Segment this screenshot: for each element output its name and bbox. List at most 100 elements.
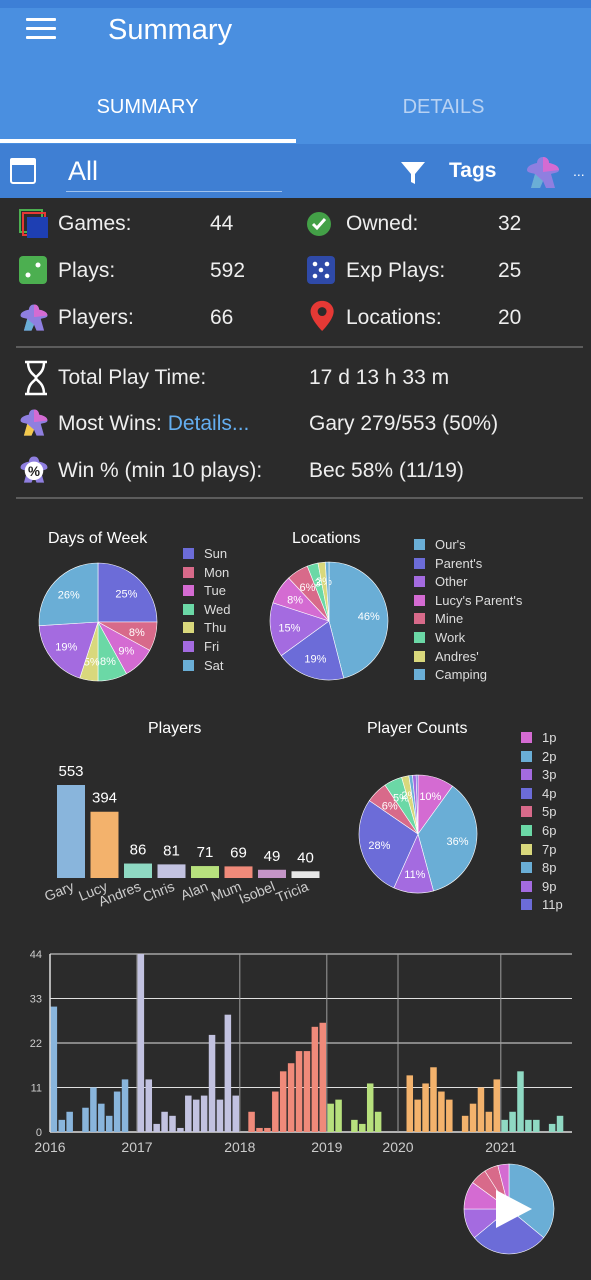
timeline-bar (50, 1006, 58, 1132)
games-label: Games: (58, 212, 132, 235)
timeline-y-tick: 44 (30, 949, 42, 961)
legend-label: Lucy's Parent's (435, 592, 523, 608)
player-bar-label: Chris (140, 878, 176, 905)
charts-divider (16, 497, 583, 499)
player-counts-title: Player Counts (367, 720, 468, 737)
locations-value: 20 (498, 306, 522, 329)
plays-label: Plays: (58, 259, 116, 282)
app-bar: Summary SUMMARY DETAILS (0, 0, 591, 144)
timeline-bar (153, 1123, 160, 1132)
legend-swatch (521, 750, 532, 762)
player-bar-andres (124, 863, 152, 878)
players-value: 66 (210, 306, 234, 329)
legend-item: Camping (414, 667, 487, 682)
tab-details[interactable]: DETAILS (402, 96, 485, 118)
timeline-bar (351, 1119, 358, 1132)
legend-item: Lucy's Parent's (414, 593, 522, 608)
dice-icon (19, 256, 47, 284)
page-title: Summary (108, 14, 233, 46)
timeline-bar (311, 1026, 319, 1132)
legend-label: Mine (435, 611, 464, 627)
player-bar-value: 394 (92, 790, 117, 807)
win-pct-value: Bec 58% (11/19) (309, 459, 464, 482)
legend-item: 6p (521, 823, 556, 838)
calendar-icon[interactable] (10, 158, 36, 184)
menu-icon[interactable] (26, 18, 56, 40)
timeline-bar (192, 1099, 200, 1132)
pie-slice-sat (38, 562, 99, 627)
legend-label: 5p (542, 804, 557, 820)
legend-label: 6p (542, 823, 557, 838)
most-wins-details-link[interactable]: Details... (167, 412, 250, 435)
legend-item: 11p (521, 897, 563, 912)
pie-slice-label: 19% (55, 642, 77, 654)
players-chart-title: Players (148, 720, 202, 737)
pie-slice-label: 28% (368, 840, 390, 852)
timeline-bar (327, 1103, 334, 1132)
meeple-icon (20, 409, 48, 436)
pie-slice-fri (38, 621, 99, 679)
timeline-y-tick: 33 (30, 994, 42, 1006)
timeline-bar (303, 1051, 311, 1132)
legend-swatch (183, 641, 194, 652)
timeline-bar (121, 1079, 129, 1132)
more-options[interactable]: ... (573, 163, 585, 179)
filter-icon[interactable] (400, 160, 426, 186)
legend-swatch (414, 669, 425, 681)
legend-label: 11p (542, 897, 563, 913)
legend-label: Other (435, 574, 468, 590)
timeline-y-tick: 11 (31, 1083, 42, 1095)
pie-slice-2p (417, 785, 478, 892)
legend-swatch (414, 539, 425, 550)
legend-item: 7p (521, 842, 556, 857)
legend-swatch (521, 862, 532, 874)
percent-icon: % (20, 456, 48, 483)
timeline-bar (517, 1071, 524, 1132)
owned-label: Owned: (346, 212, 419, 235)
pie-slice-4p (358, 800, 419, 889)
legend-item: Mine (414, 611, 463, 626)
hourglass-icon (25, 360, 47, 396)
legend-item: Wed (183, 602, 231, 617)
pie-slice-label: 3 (315, 577, 321, 589)
timeline-bar (374, 1111, 382, 1132)
player-bar-value: 71 (197, 844, 214, 861)
timeline-bar (430, 1067, 437, 1132)
plays-value: 592 (210, 259, 246, 282)
timeline-bar (113, 1091, 121, 1132)
legend-swatch (183, 566, 194, 578)
timeline-bar (161, 1111, 168, 1132)
most-wins-row: Most Wins: Details... (58, 412, 249, 436)
legend-label: Fri (204, 639, 220, 654)
timeline-bar (533, 1119, 540, 1132)
timeline-bar (335, 1099, 342, 1132)
tab-summary[interactable]: SUMMARY (96, 96, 199, 118)
legend-label: Sat (204, 657, 224, 673)
date-filter-value[interactable]: All (68, 156, 99, 186)
timeline-bar (501, 1119, 508, 1132)
meeple-icon[interactable] (524, 154, 562, 192)
pie-slice-label: 2% (316, 576, 332, 588)
svg-text:%: % (28, 464, 40, 479)
pie-slice-label: 15% (278, 622, 300, 634)
pie-slice-our-s (328, 561, 389, 679)
legend-swatch (521, 769, 532, 781)
legend-item: 4p (521, 786, 556, 801)
play-button[interactable] (462, 1162, 556, 1256)
timeline-bar (169, 1115, 176, 1132)
tags-button[interactable]: Tags (449, 159, 497, 182)
player-bar-chris (157, 864, 186, 878)
legend-label: 8p (542, 860, 557, 876)
legend-item: Parent's (414, 556, 482, 571)
legend-swatch (183, 603, 194, 615)
play-time-label: Total Play Time: (58, 366, 207, 389)
timeline-bar (200, 1095, 208, 1132)
player-bar-gary (57, 785, 85, 878)
legend-swatch (521, 787, 532, 799)
timeline-bar (477, 1087, 485, 1132)
timeline-bar (366, 1083, 374, 1132)
pie-slice-label: 19% (304, 654, 326, 666)
player-bar-value: 49 (264, 848, 281, 865)
timeline-x-tick: 2017 (121, 1139, 152, 1155)
player-counts-pie: 10%36%11%28%6%5%2% (358, 774, 478, 894)
